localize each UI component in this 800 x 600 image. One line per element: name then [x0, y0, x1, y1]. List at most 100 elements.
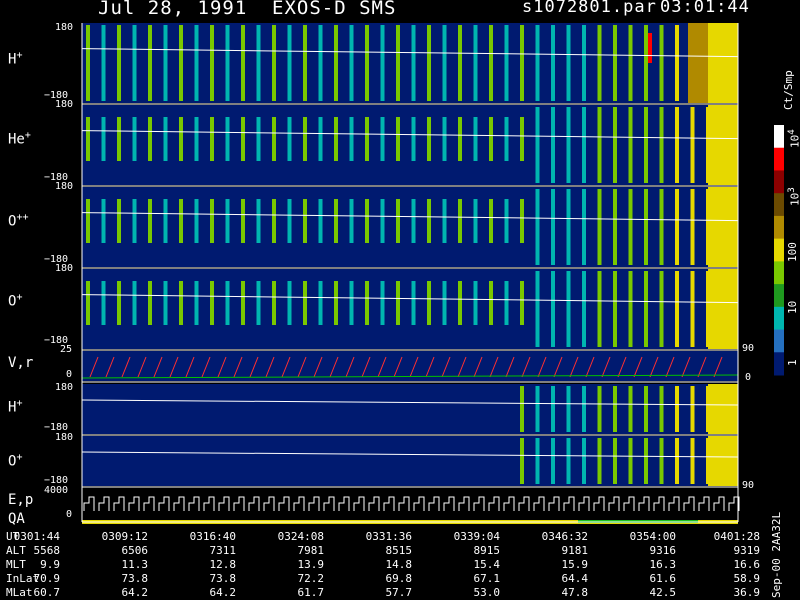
table-cell: 13.9 — [297, 558, 325, 571]
table-cell: 7311 — [209, 544, 237, 557]
spectrogram-spike — [365, 25, 369, 101]
spectrogram-edge2 — [688, 23, 708, 103]
spectrogram-spike — [334, 199, 338, 243]
spectrogram-spike — [675, 386, 679, 432]
tick-o2-bottom: −180 — [44, 475, 69, 486]
spectrogram-spike — [365, 281, 369, 325]
spectrogram-spike — [690, 189, 695, 265]
spectrogram-spike — [489, 281, 493, 325]
spectrogram-spike — [644, 438, 648, 484]
colorbar-swatch — [774, 352, 784, 376]
spectrogram-spike — [489, 199, 493, 243]
label-o-plus-2: O+ — [8, 452, 23, 470]
table-cell: 47.8 — [561, 586, 589, 599]
label-qa: QA — [8, 511, 25, 527]
spectrogram-spike — [504, 117, 509, 161]
orbit-table: UT 0301:44 0309:12 0316:40 0324:08 0331:36 033… — [0, 530, 770, 600]
table-cell: 9181 — [561, 544, 589, 557]
spectrogram-spike — [380, 281, 385, 325]
mean-trace — [81, 48, 739, 58]
vr-baseline — [81, 374, 739, 379]
vr-trace — [505, 356, 515, 378]
table-row-label: InLat — [6, 572, 40, 585]
spectrogram-spike — [194, 117, 199, 161]
label-h-plus: H+ — [8, 50, 23, 68]
spectrogram-spike — [566, 189, 571, 265]
spectrogram-spike — [613, 438, 617, 484]
spectrogram-spike — [194, 199, 199, 243]
spectrogram-panels — [81, 23, 740, 524]
table-cell: 42.5 — [649, 586, 677, 599]
spectrogram-edge — [708, 187, 738, 267]
side-note: Sep-00 2AA32L — [770, 511, 783, 598]
table-cell: 9316 — [649, 544, 677, 557]
vr-trace — [473, 356, 483, 378]
table-cell: 0339:04 — [453, 530, 500, 543]
spectrogram-spike — [256, 281, 261, 325]
vr-trace — [393, 356, 403, 378]
spectrogram-spike — [504, 25, 509, 101]
spectrogram-spike — [365, 117, 369, 161]
spectrogram-spike — [582, 189, 586, 265]
spectrogram-spike — [272, 117, 276, 161]
spectrogram-spike — [551, 25, 555, 101]
colorbar-swatch — [774, 284, 784, 308]
spectrogram-spike — [489, 117, 493, 161]
spectrogram-spike — [597, 271, 602, 347]
vr-trace — [457, 356, 467, 378]
spectrogram-spike — [690, 386, 695, 432]
spectrogram-spike — [427, 25, 431, 101]
spectrogram-spike — [613, 189, 617, 265]
spectrogram-spike — [380, 25, 385, 101]
table-cell: 16.6 — [733, 558, 761, 571]
tick-op-bottom: −180 — [44, 335, 69, 346]
spectrogram-spike — [101, 117, 106, 161]
tick-h2-bottom: −180 — [44, 422, 69, 433]
spectrogram-spike — [318, 199, 323, 243]
vr-trace — [313, 356, 323, 378]
spectrogram-spike — [396, 25, 400, 101]
spectrogram-spike — [194, 281, 199, 325]
table-cell: 64.2 — [209, 586, 237, 599]
vr-trace — [425, 356, 435, 378]
colorbar-label-1: 1 — [786, 359, 799, 366]
spectrogram-spike — [628, 438, 633, 484]
colorbar-label-1e4: 104 — [786, 129, 800, 148]
panel-h-plus-2 — [82, 384, 738, 434]
spectrogram-spike — [582, 25, 586, 101]
mean-trace — [81, 212, 739, 222]
table-cell: 53.0 — [473, 586, 501, 599]
colorbar-swatch — [774, 238, 784, 262]
spectrogram-spike — [628, 25, 633, 101]
spectrogram-spike — [566, 271, 571, 347]
spectrogram-spike — [241, 281, 245, 325]
table-cell: 73.8 — [121, 572, 149, 585]
spectrogram-spike — [659, 438, 664, 484]
colorbar-swatch — [774, 306, 784, 331]
spectrogram-spike — [303, 199, 307, 243]
spectrogram-spike — [396, 117, 400, 161]
spectrogram-spike — [163, 199, 168, 243]
spectrogram-spike — [473, 25, 478, 101]
colorbar-swatch — [774, 193, 784, 217]
header-date: Jul 28, 1991 — [98, 0, 248, 19]
spectrogram-spike — [210, 117, 214, 161]
spectrogram-spike — [396, 199, 400, 243]
spectrogram-spike — [241, 199, 245, 243]
spectrogram-spike — [644, 25, 648, 101]
vr-trace — [297, 356, 307, 378]
spectrogram-spike — [163, 25, 168, 101]
spectrogram-spike — [458, 25, 462, 101]
spectrogram-spike — [318, 25, 323, 101]
vr-trace — [633, 356, 643, 378]
spectrogram-edge — [708, 436, 738, 486]
tick-he-top: 180 — [55, 99, 74, 110]
tick-opp-bottom: −180 — [44, 254, 69, 265]
spectrogram-spike — [241, 25, 245, 101]
table-cell: 72.2 — [297, 572, 325, 585]
vr-trace — [409, 356, 419, 378]
spectrogram-spike — [272, 25, 276, 101]
spectrogram-spike — [303, 117, 307, 161]
spectrogram-spike — [101, 25, 106, 101]
spectrogram-edge — [708, 269, 738, 349]
